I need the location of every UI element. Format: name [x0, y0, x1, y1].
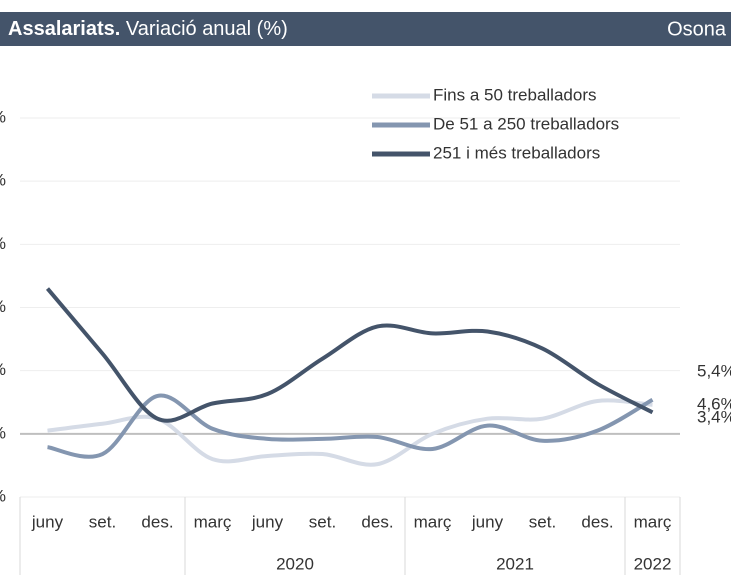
title: Variació anual (%) — [126, 18, 288, 40]
region: Osona — [667, 18, 727, 40]
x-tick-label: set. — [529, 512, 556, 531]
legend-label: De 51 a 250 treballadors — [433, 114, 619, 133]
legend-label: Fins a 50 treballadors — [433, 85, 596, 104]
y-tick-label: 30% — [0, 234, 6, 253]
legend-label: 251 i més treballadors — [433, 143, 600, 162]
y-tick-label: 20% — [0, 297, 6, 316]
y-tick-label: 50% — [0, 107, 6, 126]
x-tick-label: juny — [31, 512, 64, 531]
x-tick-label: març — [634, 512, 672, 531]
x-tick-label: juny — [251, 512, 284, 531]
x-tick-label: des. — [141, 512, 173, 531]
title-bold: Assalariats. — [8, 18, 120, 40]
year-label: 2021 — [496, 554, 534, 573]
value-label: 5,4% — [697, 361, 731, 380]
x-tick-label: març — [414, 512, 452, 531]
header-title: Assalariats. Variació anual (%) — [8, 18, 288, 40]
x-tick-label: set. — [89, 512, 116, 531]
year-label: 2020 — [276, 554, 314, 573]
year-label: 2022 — [634, 554, 672, 573]
y-tick-label: 40% — [0, 171, 6, 190]
x-tick-label: març — [194, 512, 232, 531]
x-tick-label: des. — [361, 512, 393, 531]
y-tick-label: 10% — [0, 360, 6, 379]
y-tick-label: -10% — [0, 486, 6, 505]
x-tick-label: des. — [581, 512, 613, 531]
value-label: 3,4% — [697, 407, 731, 426]
x-tick-label: set. — [309, 512, 336, 531]
series-line — [47, 393, 654, 459]
x-tick-label: juny — [471, 512, 504, 531]
series-line — [45, 287, 654, 423]
y-tick-label: 0% — [0, 423, 6, 442]
header-band — [0, 12, 731, 46]
value-label: 4,6% — [697, 394, 731, 413]
